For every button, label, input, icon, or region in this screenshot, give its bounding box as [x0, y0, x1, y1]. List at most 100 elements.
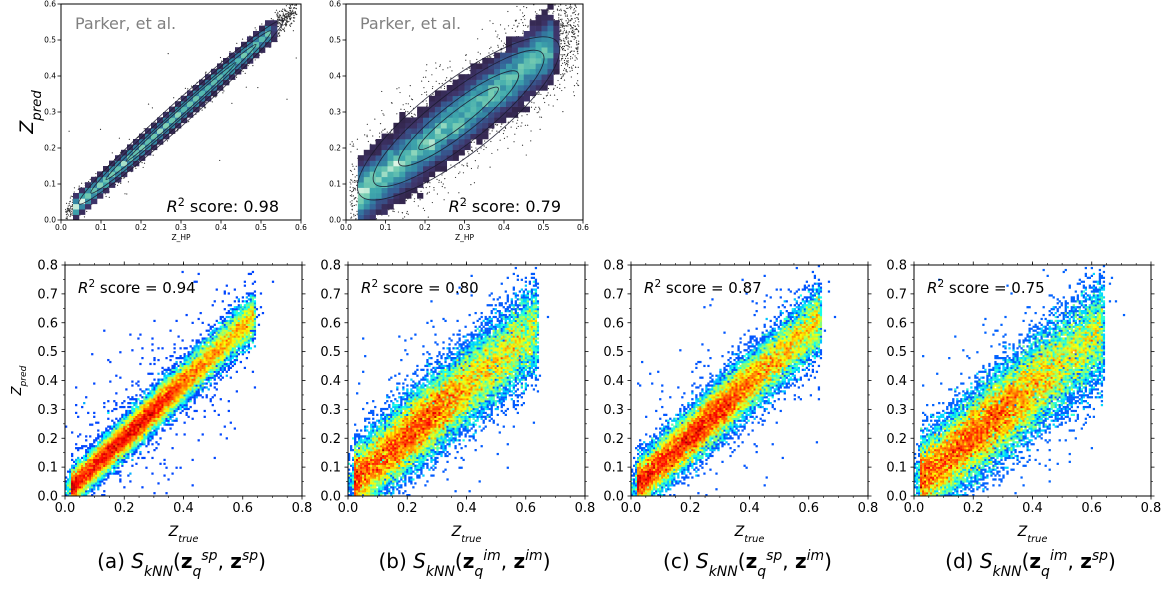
scatter-point — [544, 101, 546, 104]
density-cell — [145, 139, 152, 145]
scatter-point — [574, 13, 577, 16]
scatter-point — [507, 121, 509, 123]
scatter-point — [374, 257, 375, 258]
x-tick-label: 0.5 — [255, 223, 267, 232]
density-cell — [157, 133, 164, 140]
scatter-point — [567, 61, 569, 63]
scatter-point — [355, 165, 357, 167]
density-cell — [133, 160, 140, 167]
scatter-point — [566, 53, 569, 56]
scatter-point — [512, 121, 514, 123]
scatter-point — [247, 65, 249, 67]
density-cell — [175, 106, 182, 113]
density-cell — [241, 63, 248, 70]
scatter-point — [293, 17, 295, 19]
scatter-point — [67, 205, 69, 207]
density-cell — [97, 182, 104, 188]
density-cell — [253, 31, 260, 37]
density-cell — [235, 52, 242, 59]
scatter-point — [553, 10, 555, 13]
scatter-point — [507, 147, 509, 149]
scatter-point — [290, 14, 292, 16]
density-cell — [97, 187, 104, 194]
density-cell — [121, 149, 128, 156]
scatter-point — [536, 111, 538, 114]
scatter-point — [65, 211, 67, 213]
scatter-point — [547, 87, 550, 90]
scatter-point — [279, 24, 281, 26]
density-cell — [91, 187, 98, 194]
density-cell — [121, 171, 128, 178]
scatter-point — [570, 17, 573, 20]
density-cell — [181, 101, 188, 107]
scatter-point — [406, 226, 407, 227]
scatter-point — [547, 92, 549, 94]
scatter-point — [294, 4, 296, 6]
scatter-point — [499, 24, 502, 26]
scatter-point — [575, 41, 578, 44]
scatter-point — [353, 213, 355, 216]
scatter-point — [560, 64, 563, 67]
scatter-point — [371, 224, 372, 225]
scatter-point — [223, 90, 225, 92]
scatter-point — [287, 15, 289, 17]
scatter-point — [526, 114, 528, 116]
y-tick-label: 0.5 — [44, 36, 56, 45]
scatter-point — [95, 172, 97, 175]
scatter-point — [522, 22, 524, 24]
scatter-point — [284, 19, 286, 21]
scatter-point — [570, 15, 572, 17]
scatter-point — [118, 137, 120, 139]
scatter-point — [360, 251, 361, 252]
density-cell — [223, 79, 230, 86]
density-cell — [97, 193, 104, 199]
scatter-point — [352, 181, 354, 183]
scatter-point — [296, 1, 297, 2]
contour-line — [125, 62, 237, 162]
scatter-point — [413, 113, 415, 115]
scatter-point — [354, 197, 356, 199]
scatter-point — [81, 182, 83, 184]
scatter-point — [426, 192, 429, 194]
scatter-point — [576, 44, 578, 46]
panel-top-left: 0.0 0.1 0.2 0.3 0.4 0.5 0.60.00.10.20.30.40.50… — [16, 0, 307, 242]
density-cell — [223, 58, 230, 64]
scatter-point — [280, 16, 283, 18]
scatter-point — [560, 47, 563, 49]
scatter-point — [564, 57, 567, 60]
scatter-point — [354, 187, 356, 189]
scatter-point — [289, 12, 291, 14]
scatter-point — [446, 77, 448, 79]
scatter-point — [465, 59, 467, 61]
density-cell — [121, 166, 128, 172]
scatter-point — [72, 223, 73, 224]
scatter-point — [504, 28, 506, 30]
scatter-point — [69, 221, 70, 222]
scatter-point — [282, 12, 284, 14]
scatter-point — [497, 149, 499, 151]
density-cell — [85, 193, 92, 199]
scatter-point — [295, 4, 297, 6]
scatter-point — [293, 0, 294, 1]
density-cell — [127, 166, 134, 172]
scatter-point — [277, 25, 279, 28]
scatter-point — [441, 185, 443, 188]
scatter-point — [404, 227, 405, 228]
scatter-point — [566, 7, 568, 10]
scatter-point — [577, 53, 579, 55]
scatter-point — [366, 123, 368, 125]
density-cell — [259, 47, 266, 53]
scatter-point — [69, 207, 72, 209]
scatter-point — [290, 7, 292, 9]
scatter-point — [435, 67, 437, 69]
scatter-point — [277, 13, 279, 15]
density-cell — [259, 25, 266, 32]
density-cell — [199, 95, 206, 102]
scatter-point — [573, 9, 575, 11]
scatter-point — [477, 51, 479, 53]
density-cell — [109, 160, 116, 167]
density-cell — [79, 209, 86, 215]
scatter-point — [290, 12, 292, 14]
density-cell — [127, 144, 134, 151]
density-cell — [235, 58, 242, 64]
